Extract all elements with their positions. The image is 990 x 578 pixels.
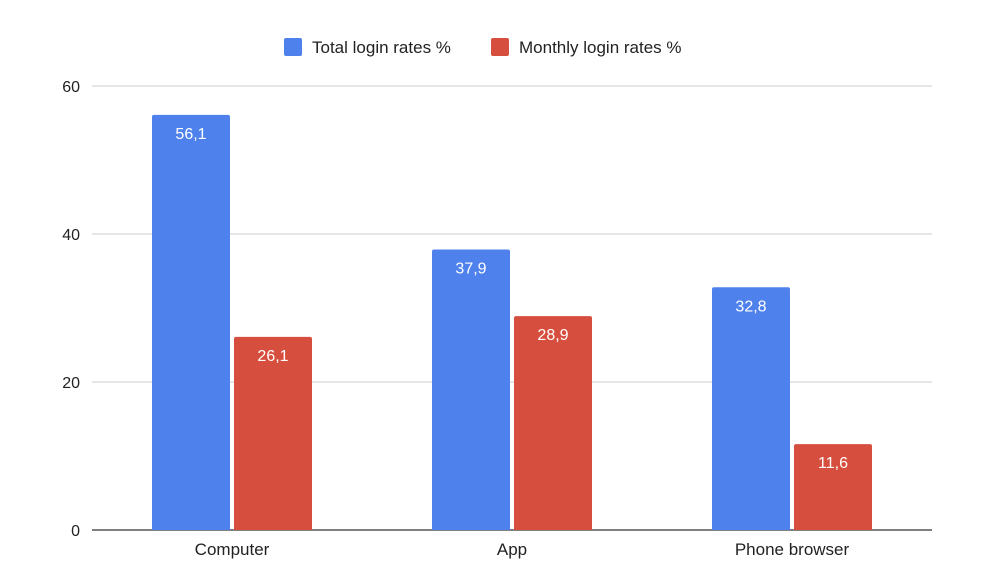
legend-swatch bbox=[284, 38, 302, 56]
legend: Total login rates % Monthly login rates % bbox=[284, 38, 682, 57]
y-axis-ticks: 0 20 40 60 bbox=[62, 79, 80, 540]
legend-label: Monthly login rates % bbox=[519, 38, 682, 57]
y-tick-label: 60 bbox=[62, 79, 80, 96]
data-label: 37,9 bbox=[455, 261, 486, 278]
x-axis-labels: Computer App Phone browser bbox=[195, 540, 850, 559]
data-label: 32,8 bbox=[735, 298, 766, 315]
data-label: 26,1 bbox=[257, 348, 288, 365]
y-tick-label: 0 bbox=[71, 523, 80, 540]
data-labels: 56,1 26,1 37,9 28,9 32,8 11,6 bbox=[175, 126, 848, 472]
legend-label: Total login rates % bbox=[312, 38, 451, 57]
x-tick-label: App bbox=[497, 540, 527, 559]
y-tick-label: 20 bbox=[62, 375, 80, 392]
data-label: 28,9 bbox=[537, 327, 568, 344]
x-tick-label: Computer bbox=[195, 540, 270, 559]
bar-phone-browser-series-1 bbox=[712, 287, 790, 530]
bar-app-series-1 bbox=[432, 249, 510, 531]
bar-computer-series-1 bbox=[152, 114, 230, 531]
legend-swatch bbox=[491, 38, 509, 56]
x-tick-label: Phone browser bbox=[735, 540, 850, 559]
data-label: 56,1 bbox=[175, 126, 206, 143]
bar-computer-series-2 bbox=[234, 336, 312, 530]
y-tick-label: 40 bbox=[62, 227, 80, 244]
bar-phone-browser-series-2 bbox=[794, 444, 872, 530]
data-label: 11,6 bbox=[818, 455, 848, 472]
bar-app-series-2 bbox=[514, 316, 592, 530]
gridlines bbox=[92, 85, 932, 531]
bars bbox=[152, 114, 872, 531]
